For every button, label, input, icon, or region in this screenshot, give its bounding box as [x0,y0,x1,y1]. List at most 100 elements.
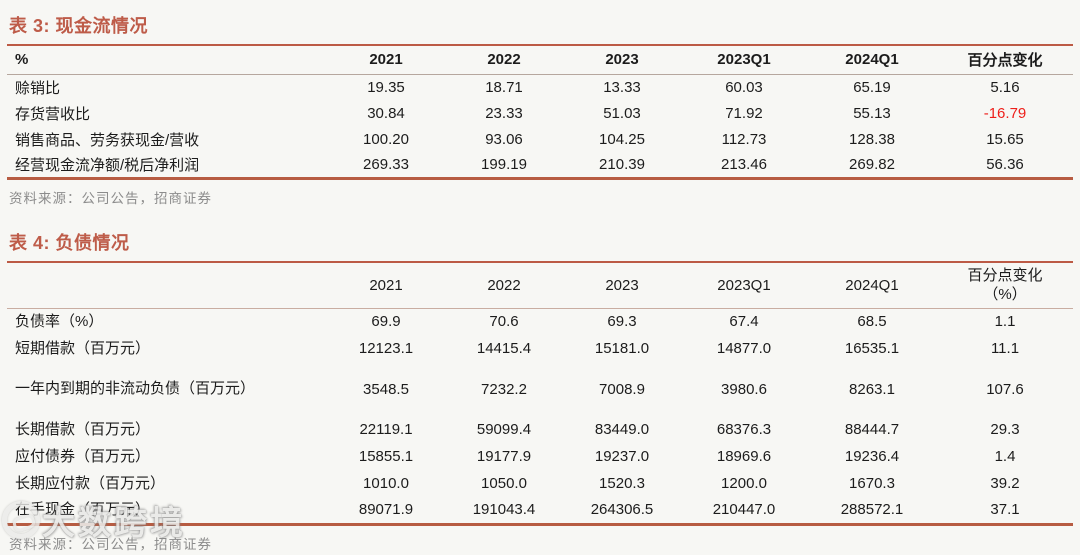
row-label: 一年内到期的非流动负债（百万元） [15,380,256,397]
cell-value: 1520.3 [599,475,645,492]
column-header: 2021 [327,46,445,75]
row-label: 负债率（%） [15,312,104,330]
row-label: 应付债券（百万元） [15,447,151,465]
cashflow-table-section: 表 3: 现金流情况 % 2021 2022 2023 2023Q1 2024Q… [7,12,1073,207]
cell-value: 14877.0 [716,340,772,357]
table-row: 应付债券（百万元） 15855.1 19177.9 19237.0 18969.… [7,443,1073,470]
table-row: 赊销比 19.35 18.71 13.33 60.03 65.19 5.16 [7,74,1073,100]
column-header: 百分点变化 [937,46,1073,75]
cell-value: 29.3 [990,421,1020,438]
column-header [7,263,327,309]
cell-value: 3548.5 [363,380,409,398]
column-header: 2023Q1 [681,263,807,309]
column-header: 2022 [445,46,563,75]
row-label: 存货营收比 [15,105,91,123]
debt-table-title: 表 4: 负债情况 [7,229,1073,263]
row-label: 在手现金（百万元） [7,497,327,526]
cell-value: 100.20 [363,130,409,148]
cell-value: 210.39 [563,152,681,180]
cashflow-header-row: % 2021 2022 2023 2023Q1 2024Q1 百分点变化 [7,46,1073,75]
cashflow-table: % 2021 2022 2023 2023Q1 2024Q1 百分点变化 赊销比… [7,46,1073,180]
cell-value: 68.5 [857,313,887,331]
cell-value: 89071.9 [327,497,445,526]
cell-value: 210447.0 [681,497,807,526]
cell-value: 88444.7 [844,421,900,438]
table-row: 长期借款（百万元） 22119.1 59099.4 83449.0 68376.… [7,416,1073,443]
cell-value: 19236.4 [844,448,900,465]
cell-value: 69.9 [371,313,401,331]
column-header: % [7,46,327,75]
cell-value: 68376.3 [716,421,772,438]
cell-value: 55.13 [853,104,891,122]
cell-value: 83449.0 [594,421,650,438]
cell-value: 1.4 [994,448,1016,465]
cell-value: 30.84 [367,104,405,122]
column-header: 2023Q1 [681,46,807,75]
column-header: 2023 [563,263,681,309]
cell-value: 67.4 [729,313,759,331]
cell-value: 11.1 [990,340,1020,357]
row-label: 短期借款（百万元） [15,339,151,357]
cell-value: 19.35 [367,78,405,96]
cell-value: 1.1 [994,313,1016,331]
column-header-line1: 百分点变化 [967,267,1043,285]
cell-value: 7232.2 [481,380,527,398]
cell-value: 19237.0 [594,448,650,465]
cell-value: 59099.4 [476,421,532,438]
cell-value: 264306.5 [563,497,681,526]
cell-value: 70.6 [489,313,519,331]
debt-header-row: 2021 2022 2023 2023Q1 2024Q1 百分点变化 （%） [7,263,1073,309]
cell-value: 128.38 [849,130,895,148]
cell-value: 1050.0 [481,475,527,492]
column-header: 2021 [327,263,445,309]
cell-value: 71.92 [725,104,763,122]
cell-value: 19177.9 [476,448,532,465]
debt-table-section: 表 4: 负债情况 2021 2022 2023 2023Q1 2024Q1 百… [7,229,1073,553]
cell-value: 22119.1 [359,421,413,438]
cell-value: 15181.0 [594,340,650,357]
cell-value: 5.16 [990,78,1020,96]
row-label: 长期应付款（百万元） [15,474,166,492]
row-label: 经营现金流净额/税后净利润 [7,152,327,180]
cell-value: 112.73 [721,130,767,148]
table-row: 负债率（%） 69.9 70.6 69.3 67.4 68.5 1.1 [7,308,1073,335]
column-header: 2024Q1 [807,263,937,309]
table-row: 在手现金（百万元） 89071.9 191043.4 264306.5 2104… [7,497,1073,526]
cell-value: 3980.6 [721,380,767,398]
cell-value: 14415.4 [476,340,532,357]
cell-value: 18969.6 [716,448,772,465]
column-header-line2: （%） [983,286,1027,304]
column-header-two-line: 百分点变化 （%） [937,266,1073,304]
source-note: 资料来源：公司公告，招商证券 [9,536,212,552]
cell-value: 18.71 [485,78,523,96]
cell-value: 93.06 [485,130,523,148]
cell-value: 16535.1 [844,340,900,357]
source-note: 资料来源：公司公告，招商证券 [9,190,212,206]
debt-table: 2021 2022 2023 2023Q1 2024Q1 百分点变化 （%） 负… [7,263,1073,526]
table-row: 短期借款（百万元） 12123.1 14415.4 15181.0 14877.… [7,335,1073,362]
table-row: 销售商品、劳务获现金/营收 100.20 93.06 104.25 112.73… [7,126,1073,152]
row-label: 赊销比 [15,79,61,97]
column-header: 百分点变化 （%） [937,263,1073,309]
table-row: 长期应付款（百万元） 1010.0 1050.0 1520.3 1200.0 1… [7,470,1073,497]
cashflow-table-title: 表 3: 现金流情况 [7,12,1073,46]
cell-value-negative: -16.79 [983,104,1027,122]
column-header: 2023 [563,46,681,75]
cell-value: 51.03 [603,104,641,122]
column-header: 2022 [445,263,563,309]
row-label: 长期借款（百万元） [15,420,151,438]
cell-value: 107.6 [986,380,1024,398]
table-row: 存货营收比 30.84 23.33 51.03 71.92 55.13 -16.… [7,100,1073,126]
cell-value: 56.36 [937,152,1073,180]
cell-value: 37.1 [937,497,1073,526]
cell-value: 1200.0 [721,475,767,492]
cell-value: 8263.1 [849,380,895,398]
cell-value: 104.25 [599,130,645,148]
cell-value: 191043.4 [445,497,563,526]
cell-value: 15.65 [986,130,1024,148]
row-label: 销售商品、劳务获现金/营收 [15,131,200,149]
cell-value: 23.33 [485,104,523,122]
table-row: 经营现金流净额/税后净利润 269.33 199.19 210.39 213.4… [7,152,1073,180]
cell-value: 269.82 [807,152,937,180]
